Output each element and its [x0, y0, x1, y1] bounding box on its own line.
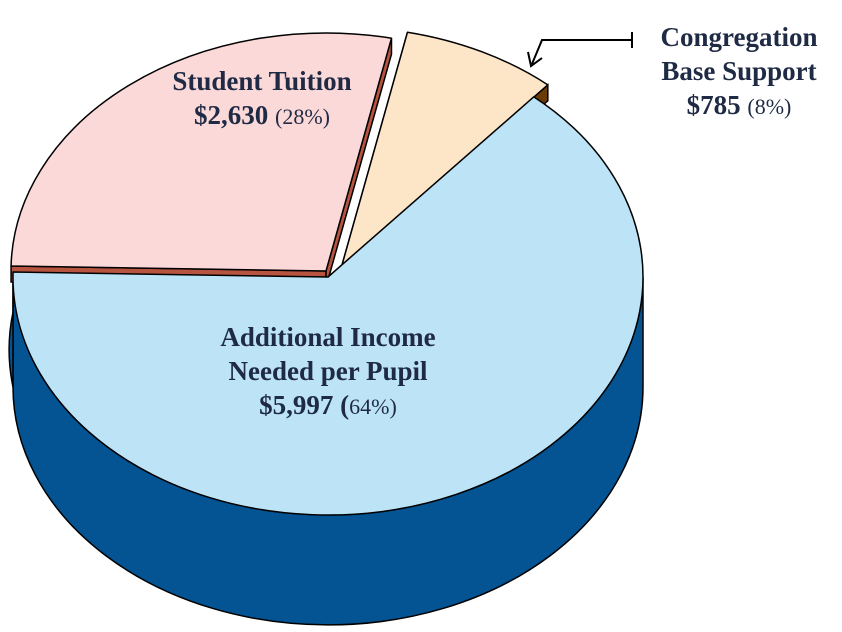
callout-line: [531, 39, 632, 65]
slice-name-line: Needed per Pupil: [228, 356, 428, 386]
pie-slice: [341, 31, 549, 266]
slice-label-additional-income: Additional Income Needed per Pupil $5,99…: [220, 322, 436, 420]
slice-value: $2,630: [194, 100, 269, 130]
slice-value: $5,997: [259, 390, 334, 420]
slice-percent: 8%: [754, 94, 785, 119]
slice-name-line: Base Support: [661, 56, 817, 86]
slice-name-line: Additional Income: [220, 322, 436, 352]
pie-slice: [10, 32, 393, 272]
slice-percent: 64%: [349, 394, 390, 419]
slice-label-congregation-base-support: Congregation Base Support $785 (8%): [660, 22, 818, 120]
callout-arrowhead: [527, 51, 543, 68]
slice-name-line: Student Tuition: [172, 66, 352, 96]
slice-value: $785: [686, 90, 741, 120]
pie-slice-side-left: [8, 271, 14, 388]
pie-slice: [12, 96, 644, 516]
slice-name-line: Congregation: [660, 22, 818, 52]
slice-label-student-tuition: Student Tuition $2,630 (28%): [172, 66, 352, 130]
slice-percent: 28%: [282, 104, 323, 129]
